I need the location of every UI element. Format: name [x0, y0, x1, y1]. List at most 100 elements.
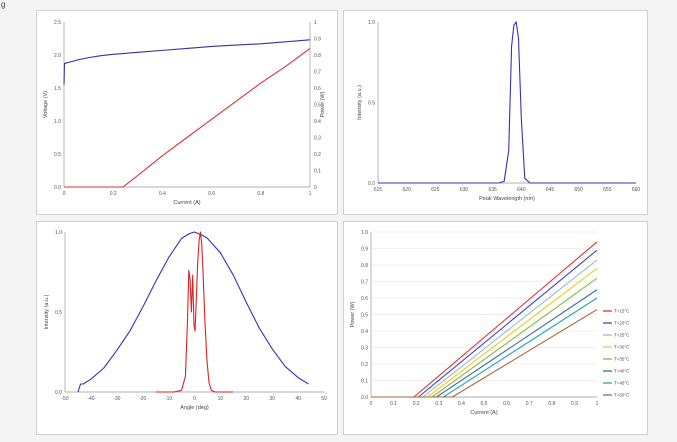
y-tick-label: 1.0	[368, 20, 375, 26]
y2-tick-label: 0.3	[314, 135, 321, 141]
x-tick-label: 660	[632, 187, 641, 193]
spectrum-chart-panel: 615 620 625 630 635 640 645 650 655 660 0.0 0.5 1.0 P…	[343, 10, 648, 215]
x-tick-label: 0.8	[548, 401, 555, 407]
y2-tick-label: 0.4	[314, 119, 321, 125]
x-tick-label: 0.7	[526, 401, 533, 407]
y-axis-label: Voltage (V)	[43, 91, 49, 118]
series-line-8	[371, 309, 598, 398]
x-tick-label: 20	[244, 396, 250, 402]
x-tick-label: 50	[321, 396, 327, 402]
x-tick-label: 30	[269, 396, 275, 402]
x-tick-label: 0.1	[390, 401, 397, 407]
y-tick-label: 0.2	[361, 362, 368, 368]
series-line-2	[64, 47, 311, 188]
x-tick-label: 0.4	[458, 401, 465, 407]
y-tick-label: 0.8	[361, 263, 368, 269]
legend-entry: T=30°C	[614, 345, 630, 350]
y2-tick-label: 0	[314, 185, 317, 191]
y-tick-label: 1.5	[54, 86, 61, 92]
y-axis-label: Intensity (a.u.)	[357, 85, 363, 120]
y2-tick-label: 1	[314, 20, 317, 26]
x-axis-label: Current (A)	[470, 410, 497, 416]
legend-entry: T=50°C	[614, 393, 630, 398]
y-tick-label: 0.6	[361, 296, 368, 302]
legend-entry: T=40°C	[614, 369, 630, 374]
x-tick-label: 0.6	[208, 191, 215, 197]
y-tick-label: 0.7	[361, 279, 368, 285]
legend-entry: T=45°C	[614, 381, 630, 386]
legend-entry: T=20°C	[614, 321, 630, 326]
x-tick-label: 650	[574, 187, 583, 193]
y-tick-label: 2.0	[54, 53, 61, 59]
x-tick-label: 0.4	[159, 191, 166, 197]
x-tick-label: 0.2	[110, 191, 117, 197]
x-tick-label: 40	[295, 396, 301, 402]
y-tick-label: 0.5	[55, 310, 62, 316]
farfield-chart: -50 -40 -30 -20 -10 0 10 20 30 40 50 0.0 0.5 1.0 Angle…	[44, 230, 327, 411]
x-tick-label: 0	[193, 396, 196, 402]
x-tick-label: 640	[517, 187, 526, 193]
y-tick-label: 0.0	[55, 390, 62, 396]
x-tick-label: 0.5	[481, 401, 488, 407]
farfield-chart-panel: -50 -40 -30 -20 -10 0 10 20 30 40 50 0.0 0.5 1.0 Angle…	[36, 221, 338, 435]
series-line-1	[77, 231, 309, 393]
x-tick-label: 10	[218, 396, 224, 402]
series-line-1	[63, 39, 311, 85]
y-tick-label: 0.4	[361, 329, 368, 335]
y-tick-label: 0.0	[361, 395, 368, 401]
series-line-1	[378, 21, 636, 184]
y2-tick-label: 0.8	[314, 53, 321, 59]
x-axis-label: Angle (deg)	[180, 405, 209, 411]
y-tick-label: 0.9	[361, 246, 368, 252]
x-tick-label: 0	[370, 401, 373, 407]
y-tick-label: 1.0	[54, 119, 61, 125]
x-tick-label: 645	[546, 187, 555, 193]
legend-entry: T=35°C	[614, 357, 630, 362]
x-tick-label: -10	[165, 396, 172, 402]
y2-tick-label: 0.7	[314, 69, 321, 75]
y2-tick-label: 0.5	[314, 102, 321, 108]
y2-axis-label: Power (W)	[320, 91, 326, 117]
x-tick-label: -30	[113, 396, 120, 402]
x-tick-label: 630	[460, 187, 469, 193]
x-tick-label: 620	[402, 187, 411, 193]
y-tick-label: 0.0	[368, 181, 375, 187]
legend-entry: T=25°C	[614, 333, 630, 338]
li-temperature-chart: 0 0.1 0.2 0.3 0.4 0.5 0.6 0.7 0.8 0.9 1 0.0 0.1 0.2 0.…	[350, 230, 630, 416]
y2-tick-label: 0.1	[314, 168, 321, 174]
x-tick-label: 635	[488, 187, 497, 193]
x-tick-label: -20	[139, 396, 146, 402]
liv-chart: 0 0.2 0.4 0.6 0.8 1 0.0 0.5 1.0 1.5 2.0 2.5 0 0.1 0.2 0…	[43, 20, 326, 206]
x-tick-label: 0.6	[503, 401, 510, 407]
y-axis-label: Power (W)	[350, 301, 356, 327]
li-temperature-chart-panel: 0 0.1 0.2 0.3 0.4 0.5 0.6 0.7 0.8 0.9 1 0.0 0.1 0.2 0.…	[343, 221, 648, 435]
x-tick-label: 655	[603, 187, 612, 193]
y-tick-label: 2.5	[54, 20, 61, 26]
legend-entry: T=15°C	[614, 309, 630, 314]
x-tick-label: 0.9	[571, 401, 578, 407]
corner-label: g	[1, 0, 6, 9]
spectrum-chart: 615 620 625 630 635 640 645 650 655 660 0.0 0.5 1.0 P…	[357, 20, 641, 202]
x-tick-label: 0.2	[413, 401, 420, 407]
x-axis-label: Current (A)	[173, 200, 200, 206]
x-tick-label: 0	[63, 191, 66, 197]
x-axis-label: Peak Wavelength (nm)	[479, 196, 535, 202]
x-tick-label: 0.8	[257, 191, 264, 197]
y2-tick-label: 0.6	[314, 86, 321, 92]
x-tick-label: 615	[374, 187, 383, 193]
x-tick-label: 0.3	[435, 401, 442, 407]
y-tick-label: 0.5	[54, 152, 61, 158]
y-tick-label: 0.3	[361, 345, 368, 351]
y-tick-label: 0.1	[361, 378, 368, 384]
series-line-2	[371, 249, 598, 398]
series-line-2	[155, 231, 234, 393]
x-tick-label: 1	[309, 191, 312, 197]
liv-chart-panel: 0 0.2 0.4 0.6 0.8 1 0.0 0.5 1.0 1.5 2.0 2.5 0 0.1 0.2 0…	[36, 10, 338, 215]
y2-tick-label: 0.2	[314, 152, 321, 158]
x-tick-label: -40	[87, 396, 94, 402]
series-line-3	[371, 259, 598, 398]
y-axis-label: Intensity (a.u.)	[44, 294, 50, 329]
x-tick-label: 1	[596, 401, 599, 407]
y2-tick-label: 0.9	[314, 36, 321, 42]
y-tick-label: 1.0	[55, 230, 62, 236]
